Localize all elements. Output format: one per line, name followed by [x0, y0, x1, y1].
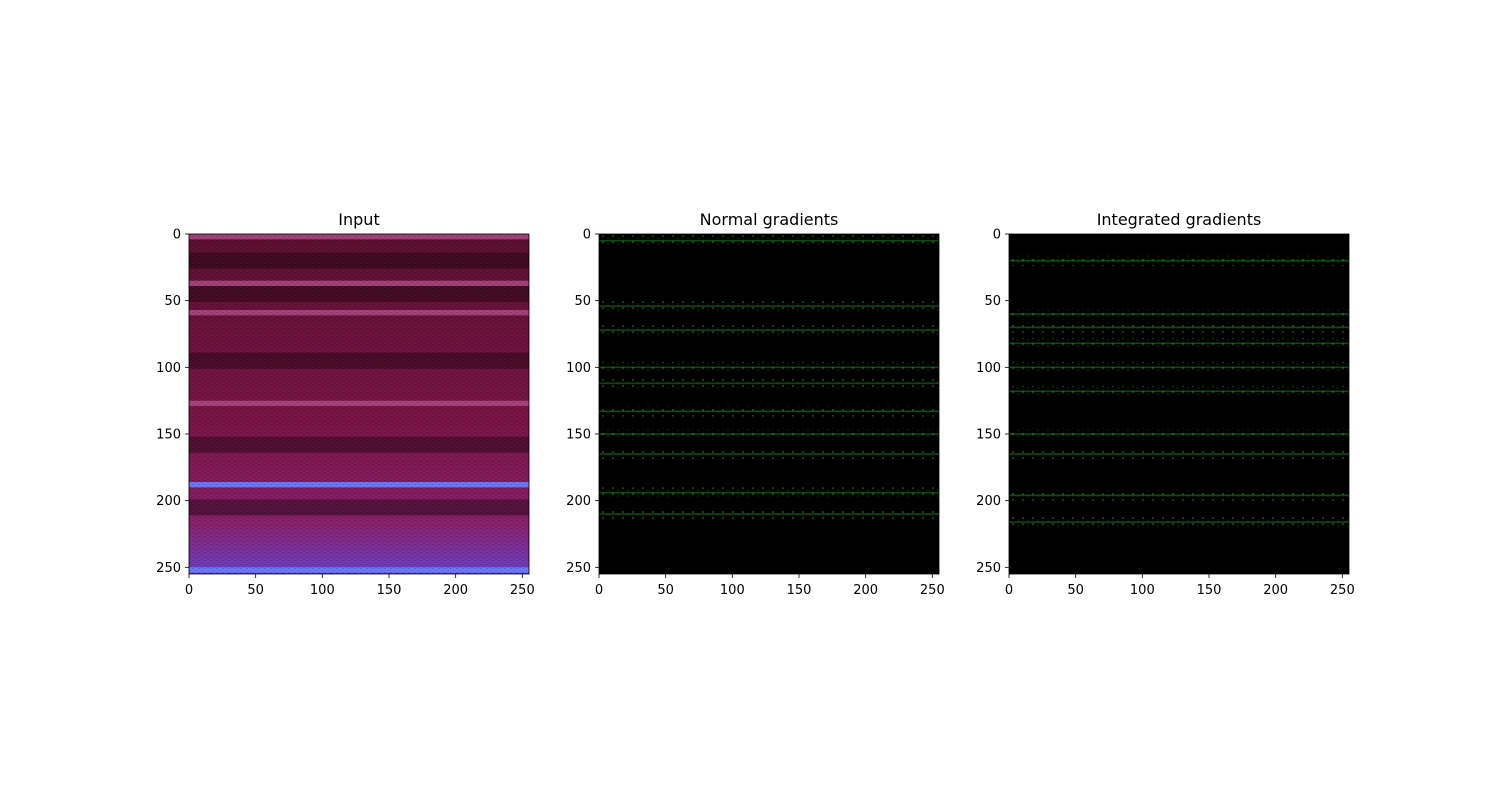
activation-line	[1009, 259, 1349, 262]
activation-line	[599, 433, 939, 435]
x-tick-label: 250	[920, 583, 945, 598]
activation-band	[1009, 308, 1349, 320]
panel-title: Normal gradients	[700, 210, 839, 229]
y-tick-label: 150	[976, 428, 1001, 443]
axes-frame	[598, 233, 940, 575]
x-tick-label: 200	[443, 583, 468, 598]
activation-line	[599, 305, 939, 307]
y-tick-label: 200	[976, 494, 1001, 509]
activation-line	[599, 382, 939, 385]
y-tick-label: 100	[156, 361, 181, 376]
panel-title: Integrated gradients	[1097, 210, 1262, 229]
activation-band	[1009, 516, 1349, 528]
activation-band	[599, 235, 939, 246]
heatmap-rows	[599, 235, 939, 520]
activation-line	[1009, 390, 1349, 393]
y-axis: 0 50 100 150 200 250	[156, 228, 189, 576]
activation-line	[599, 329, 939, 331]
y-tick-label: 50	[984, 294, 1001, 309]
x-tick-label: 50	[1067, 583, 1084, 598]
activation-band	[1009, 322, 1349, 333]
y-tick-label: 100	[566, 361, 591, 376]
y-axis: 0 50 100 150 200 250	[566, 228, 599, 576]
activation-line	[599, 366, 939, 369]
activation-line	[1009, 342, 1349, 345]
activation-line	[1009, 521, 1349, 523]
panel-integrated-gradients: Integrated gradients 0 50 100 150 200 250 0 50…	[976, 210, 1355, 598]
activation-band	[599, 324, 939, 336]
x-tick-label: 100	[720, 583, 745, 598]
panel-title: Input	[338, 210, 379, 229]
x-tick-label: 50	[247, 583, 264, 598]
x-tick-label: 200	[853, 583, 878, 598]
x-axis: 0 50 100 150 200 250	[595, 574, 945, 598]
heatmap-background	[599, 234, 939, 574]
activation-line	[599, 513, 939, 515]
y-tick-label: 250	[156, 561, 181, 576]
activation-line	[599, 410, 939, 413]
y-tick-label: 50	[164, 294, 181, 309]
y-tick-label: 200	[566, 494, 591, 509]
activation-band	[599, 448, 939, 460]
x-axis: 0 50 100 150 200 250	[185, 574, 535, 598]
activation-band	[599, 300, 939, 312]
activation-band	[599, 428, 939, 440]
y-tick-label: 100	[976, 361, 1001, 376]
activation-line	[599, 239, 939, 242]
activation-band	[1009, 338, 1349, 349]
axes-frame	[1008, 233, 1350, 575]
activation-band	[599, 508, 939, 520]
x-tick-label: 0	[595, 583, 603, 598]
activation-band	[599, 406, 939, 417]
activation-line	[599, 453, 939, 455]
y-tick-label: 150	[156, 428, 181, 443]
x-tick-label: 0	[185, 583, 193, 598]
heatmap-rows	[1009, 255, 1349, 528]
activation-line	[599, 491, 939, 494]
activation-line	[1009, 433, 1349, 435]
activation-band	[599, 487, 939, 498]
x-tick-label: 150	[377, 583, 402, 598]
y-tick-label: 50	[574, 294, 591, 309]
activation-band	[1009, 255, 1349, 266]
activation-line	[1009, 326, 1349, 329]
activation-line	[1009, 494, 1349, 497]
activation-band	[1009, 362, 1349, 373]
x-tick-label: 250	[1330, 583, 1355, 598]
y-tick-label: 250	[566, 561, 591, 576]
x-tick-label: 50	[657, 583, 674, 598]
activation-line	[1009, 366, 1349, 369]
x-tick-label: 0	[1005, 583, 1013, 598]
y-tick-label: 0	[993, 228, 1001, 243]
x-axis: 0 50 100 150 200 250	[1005, 574, 1355, 598]
y-tick-label: 150	[566, 428, 591, 443]
activation-band	[1009, 490, 1349, 501]
panel-normal-gradients: Normal gradients 0 50 100 150 200 250 0 50 100 1…	[566, 210, 945, 598]
x-tick-label: 100	[310, 583, 335, 598]
activation-line	[1009, 313, 1349, 315]
x-tick-label: 250	[510, 583, 535, 598]
heatmap-texture	[189, 234, 529, 574]
activation-line	[1009, 453, 1349, 455]
activation-band	[599, 378, 939, 389]
activation-band	[1009, 428, 1349, 440]
axes-frame	[188, 233, 530, 575]
y-tick-label: 250	[976, 561, 1001, 576]
x-tick-label: 100	[1130, 583, 1155, 598]
x-tick-label: 200	[1263, 583, 1288, 598]
activation-band	[599, 362, 939, 373]
y-tick-label: 0	[583, 228, 591, 243]
x-tick-label: 150	[787, 583, 812, 598]
activation-band	[1009, 386, 1349, 397]
x-tick-label: 150	[1197, 583, 1222, 598]
activation-band	[1009, 448, 1349, 460]
y-axis: 0 50 100 150 200 250	[976, 228, 1009, 576]
panel-input: Input 0 50 100 150 200 250 0 50 100 150 200 250	[156, 210, 535, 598]
y-tick-label: 200	[156, 494, 181, 509]
y-tick-label: 0	[173, 228, 181, 243]
